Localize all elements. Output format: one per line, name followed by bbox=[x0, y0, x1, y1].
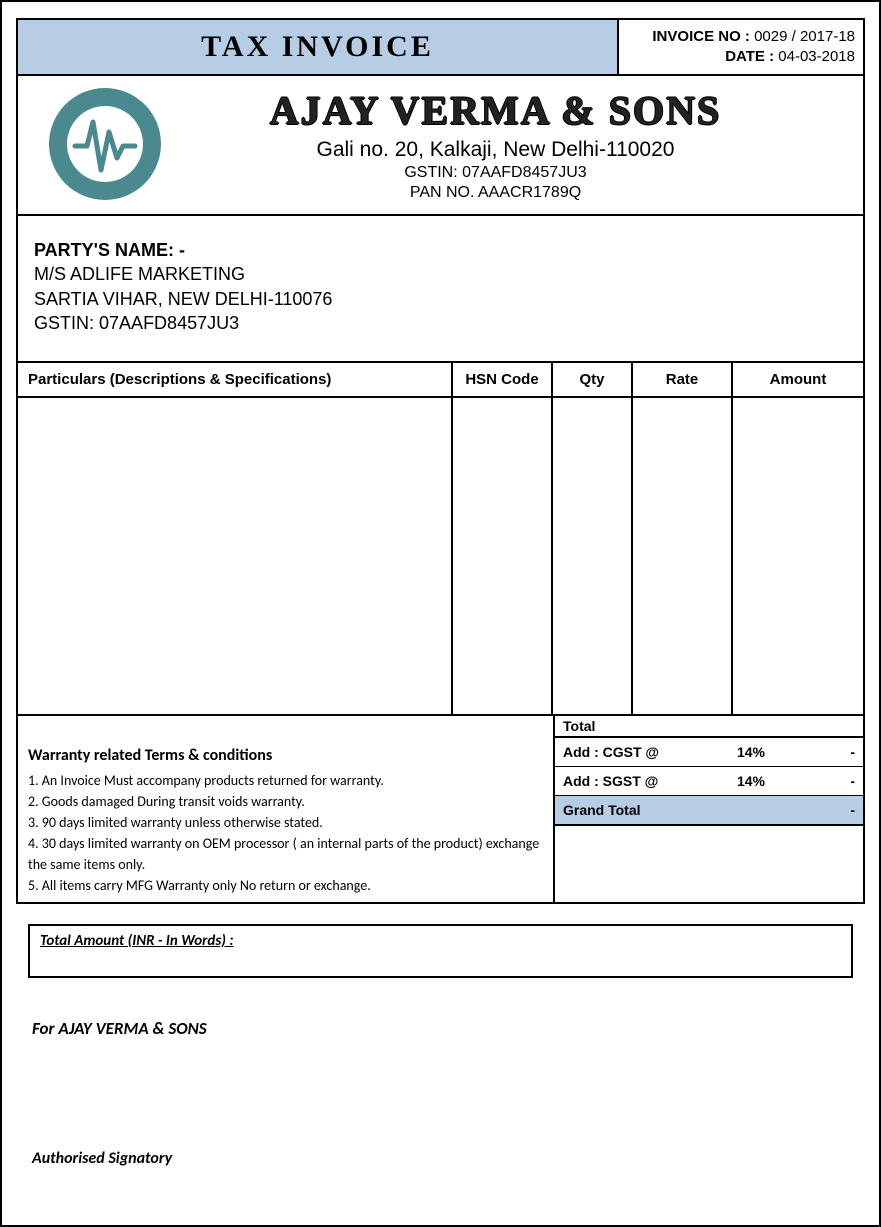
col-header-rate: Rate bbox=[633, 363, 733, 398]
party-address: SARTIA VIHAR, NEW DELHI-110076 bbox=[34, 287, 847, 311]
warranty-line: 2. Goods damaged During transit voids wa… bbox=[28, 791, 543, 812]
footer: For AJAY VERMA & SONS Authorised Signato… bbox=[16, 978, 865, 1168]
party-section: PARTY'S NAME: - M/S ADLIFE MARKETING SAR… bbox=[18, 216, 863, 363]
items-total-row: Total bbox=[18, 716, 863, 738]
sgst-amount: - bbox=[765, 773, 855, 789]
invoice-date-value: 04-03-2018 bbox=[778, 48, 855, 65]
topbar: TAX INVOICE INVOICE NO : 0029 / 2017-18 … bbox=[18, 20, 863, 76]
items-body bbox=[18, 398, 863, 716]
party-gstin-value: 07AAFD8457JU3 bbox=[99, 313, 239, 333]
bottom-section: Warranty related Terms & conditions 1. A… bbox=[18, 738, 863, 902]
invoice-container: TAX INVOICE INVOICE NO : 0029 / 2017-18 … bbox=[16, 18, 865, 904]
cgst-amount: - bbox=[765, 744, 855, 760]
company-pan: PAN NO. AAACR1789Q bbox=[180, 184, 811, 202]
col-header-hsn: HSN Code bbox=[453, 363, 553, 398]
company-name: AJAY VERMA & SONS bbox=[180, 87, 811, 134]
company-logo bbox=[30, 84, 180, 204]
warranty-terms: Warranty related Terms & conditions 1. A… bbox=[18, 738, 553, 902]
amount-in-words-label: Total Amount (INR - In Words) : bbox=[40, 932, 233, 950]
sgst-label: Add : SGST @ bbox=[563, 773, 695, 789]
cgst-row: Add : CGST @ 14% - bbox=[555, 738, 863, 767]
items-qty-cell bbox=[553, 398, 633, 716]
items-rate-cell bbox=[633, 398, 733, 716]
sgst-row: Add : SGST @ 14% - bbox=[555, 767, 863, 796]
for-company: For AJAY VERMA & SONS bbox=[32, 1018, 849, 1039]
tax-summary: Add : CGST @ 14% - Add : SGST @ 14% - Gr… bbox=[553, 738, 863, 902]
topbar-meta: INVOICE NO : 0029 / 2017-18 DATE : 04-03… bbox=[617, 20, 863, 74]
warranty-title: Warranty related Terms & conditions bbox=[28, 744, 543, 768]
pulse-logo-icon bbox=[45, 84, 165, 204]
invoice-title: TAX INVOICE bbox=[201, 30, 434, 64]
topbar-title-cell: TAX INVOICE bbox=[18, 20, 617, 74]
warranty-line: 4. 30 days limited warranty on OEM proce… bbox=[28, 833, 543, 875]
grand-total-spacer bbox=[695, 802, 765, 818]
items-hsn-cell bbox=[453, 398, 553, 716]
page-frame: TAX INVOICE INVOICE NO : 0029 / 2017-18 … bbox=[0, 0, 881, 1227]
party-label: PARTY'S NAME: - bbox=[34, 238, 847, 262]
company-gstin-value: 07AAFD8457JU3 bbox=[462, 164, 587, 181]
company-header: AJAY VERMA & SONS Gali no. 20, Kalkaji, … bbox=[18, 76, 863, 216]
cgst-rate: 14% bbox=[695, 744, 765, 760]
items-amount-cell bbox=[733, 398, 863, 716]
company-gstin-label: GSTIN: bbox=[404, 164, 457, 181]
warranty-line: 1. An Invoice Must accompany products re… bbox=[28, 770, 543, 791]
invoice-no-row: INVOICE NO : 0029 / 2017-18 bbox=[627, 27, 855, 47]
col-header-particulars: Particulars (Descriptions & Specificatio… bbox=[18, 363, 453, 398]
grand-total-label: Grand Total bbox=[563, 802, 695, 818]
invoice-no-label: INVOICE NO : bbox=[652, 28, 750, 45]
grand-total-amount: - bbox=[765, 802, 855, 818]
authorised-signatory: Authorised Signatory bbox=[32, 1149, 849, 1168]
col-header-amount: Amount bbox=[733, 363, 863, 398]
amount-in-words-box: Total Amount (INR - In Words) : bbox=[28, 924, 853, 978]
invoice-date-label: DATE : bbox=[725, 48, 774, 65]
grand-total-row: Grand Total - bbox=[555, 796, 863, 826]
items-header-row: Particulars (Descriptions & Specificatio… bbox=[18, 363, 863, 398]
sgst-rate: 14% bbox=[695, 773, 765, 789]
company-pan-label: PAN NO. bbox=[410, 184, 475, 201]
col-header-qty: Qty bbox=[553, 363, 633, 398]
company-address: Gali no. 20, Kalkaji, New Delhi-110020 bbox=[180, 138, 811, 162]
company-gstin: GSTIN: 07AAFD8457JU3 bbox=[180, 164, 811, 182]
invoice-no-value: 0029 / 2017-18 bbox=[754, 28, 855, 45]
party-gstin: GSTIN: 07AAFD8457JU3 bbox=[34, 311, 847, 335]
cgst-label: Add : CGST @ bbox=[563, 744, 695, 760]
party-gstin-label: GSTIN: bbox=[34, 313, 94, 333]
company-pan-value: AAACR1789Q bbox=[478, 184, 581, 201]
total-spacer bbox=[18, 716, 553, 738]
party-name: M/S ADLIFE MARKETING bbox=[34, 262, 847, 286]
items-particulars-cell bbox=[18, 398, 453, 716]
warranty-line: 5. All items carry MFG Warranty only No … bbox=[28, 875, 543, 896]
company-text: AJAY VERMA & SONS Gali no. 20, Kalkaji, … bbox=[180, 87, 851, 202]
warranty-line: 3. 90 days limited warranty unless other… bbox=[28, 812, 543, 833]
invoice-date-row: DATE : 04-03-2018 bbox=[627, 47, 855, 67]
total-label: Total bbox=[553, 716, 863, 738]
